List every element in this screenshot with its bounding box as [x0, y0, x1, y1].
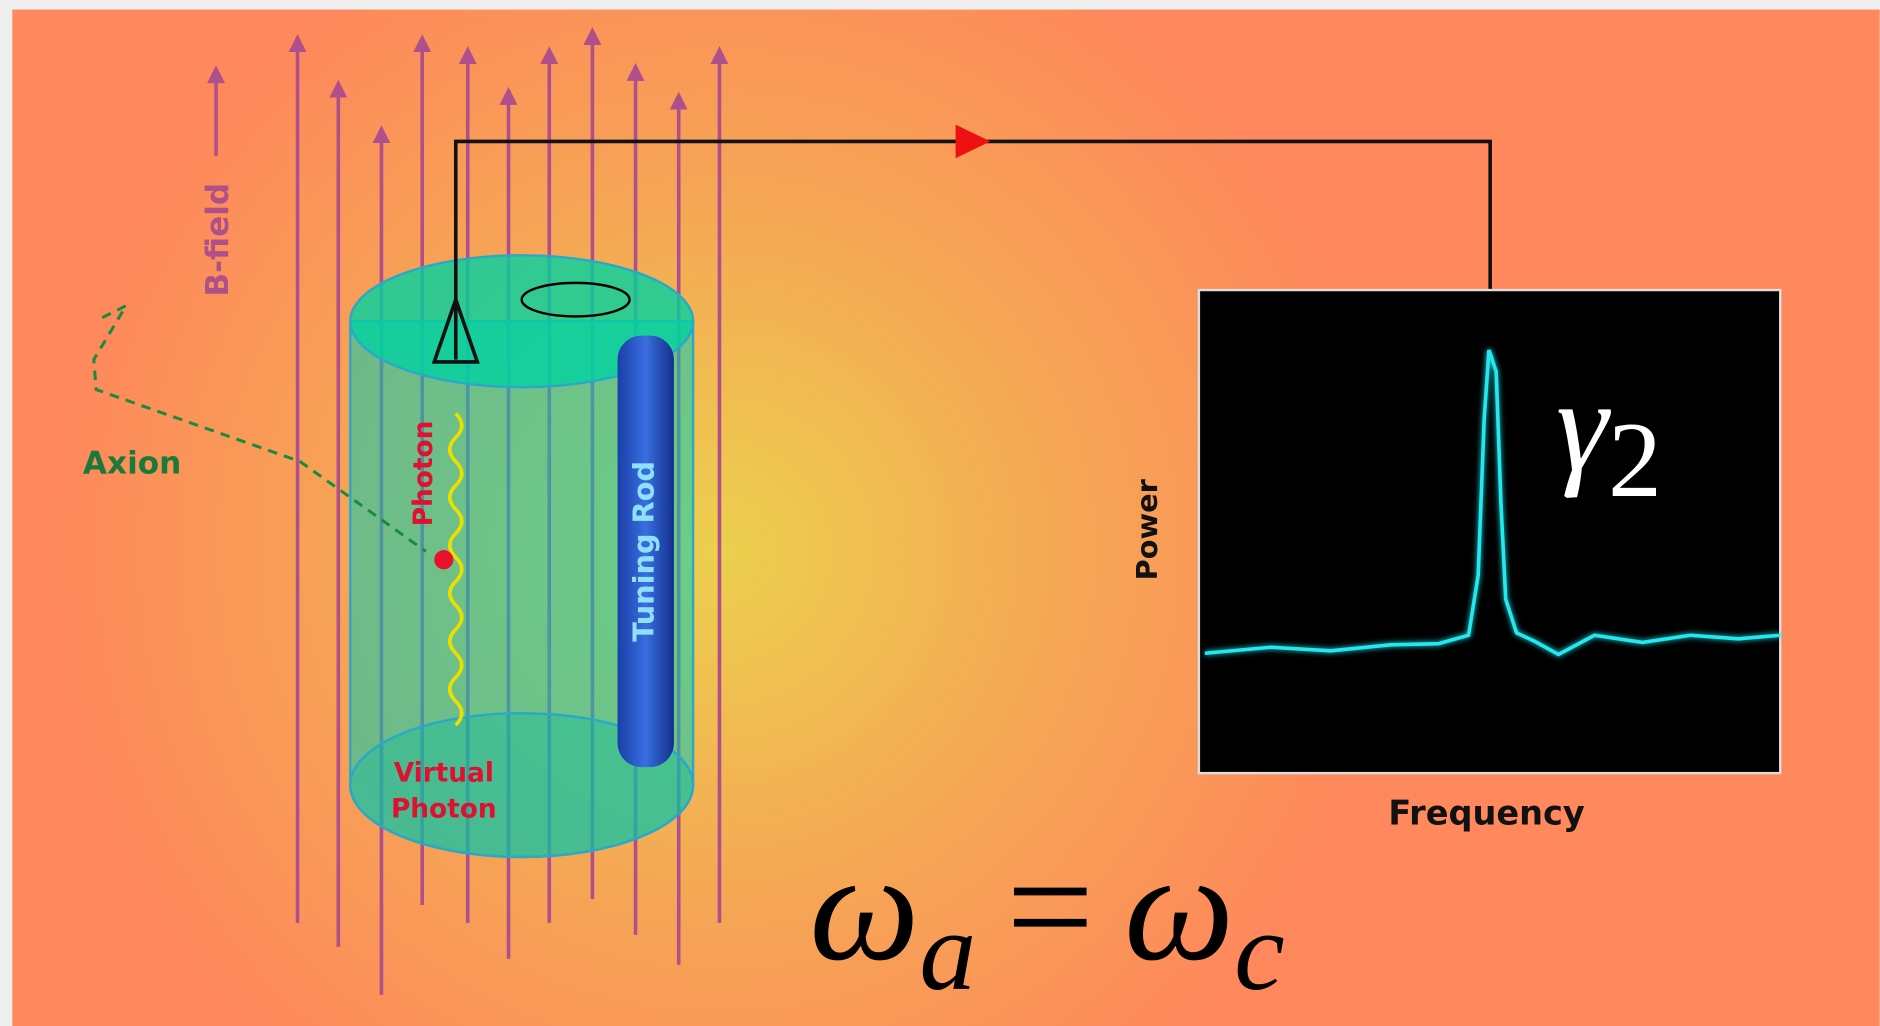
virtual-photon-label: Photon	[391, 794, 497, 824]
spectrum-box	[1197, 288, 1782, 775]
equation: ωa = ωc	[809, 820, 1284, 1014]
peak-symbol: γ	[1556, 353, 1611, 499]
frequency-label: Frequency	[1388, 794, 1584, 833]
eq-lhs-sub: a	[919, 888, 976, 1014]
eq-lhs: ω	[809, 820, 919, 993]
tuning-rod-label: Tuning Rod	[627, 461, 661, 642]
eq-op: =	[1006, 820, 1094, 993]
photon-label: Photon	[409, 421, 439, 527]
axion-path	[92, 302, 427, 553]
peak-label: γ2	[1556, 353, 1662, 520]
signal-arrow	[955, 124, 991, 159]
b-field-label: B-field	[200, 183, 236, 297]
spectrum-trace	[1204, 349, 1781, 657]
virtual-photon-label: Virtual	[394, 758, 494, 788]
photon-wave	[447, 412, 464, 727]
eq-rhs: ω	[1124, 820, 1234, 993]
eq-rhs-sub: c	[1234, 888, 1285, 1014]
axion-point	[434, 550, 454, 570]
peak-subscript: 2	[1608, 401, 1662, 520]
axion-label: Axion	[83, 445, 181, 481]
power-label: Power	[1130, 478, 1164, 580]
